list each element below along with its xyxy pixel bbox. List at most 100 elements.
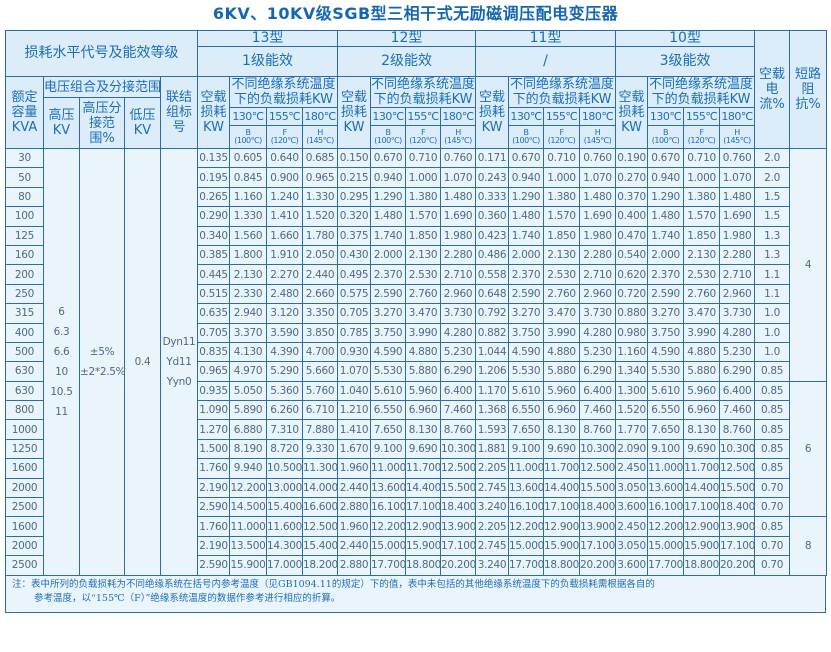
no-load-loss-cell: 0.792: [475, 303, 510, 324]
type-header: 12型: [337, 30, 477, 47]
load-loss-cell: 6.550: [370, 400, 407, 421]
rated-capacity-cell: 800: [5, 400, 44, 421]
class-reference-temp: (120℃): [547, 136, 576, 145]
no-load-current-cell: 0.85: [754, 516, 791, 537]
temperature-header: 155℃: [405, 107, 442, 126]
load-loss-cell: 2.530: [683, 264, 721, 285]
no-load-loss-cell: 0.470: [615, 225, 649, 246]
load-loss-cell: 2.370: [647, 264, 685, 285]
temperature-header: 130℃: [647, 107, 685, 126]
load-loss-cell: 5.230: [719, 341, 756, 363]
load-loss-cell: 1.740: [370, 225, 407, 246]
rated-capacity-cell: 2500: [5, 497, 44, 518]
no-load-loss-cell: 0.445: [197, 264, 230, 285]
load-loss-cell: 5.760: [301, 380, 339, 402]
load-loss-cell: 15.900: [543, 535, 581, 557]
no-load-loss-cell: 0.400: [615, 206, 649, 227]
table-row: 100 0.290 1.330 1.410 1.520 0.320 1.480 1.570 1.…: [5, 206, 827, 227]
no-load-loss-cell: 3.050: [615, 535, 649, 557]
load-loss-cell: 3.730: [579, 303, 617, 324]
no-load-loss-cell: 1.670: [337, 438, 372, 460]
load-loss-cell: 1.240: [266, 186, 303, 208]
load-loss-cell: 2.960: [440, 283, 477, 305]
no-load-loss-cell: 1.040: [337, 380, 372, 402]
rated-capacity-cell: 1250: [5, 438, 44, 460]
class-reference-temp: (100℃): [234, 136, 262, 145]
no-load-current-cell: 1.0: [754, 303, 791, 324]
table-row: 200 0.445 2.130 2.270 2.440 0.495 2.370 2.530 2.…: [5, 264, 827, 285]
load-loss-cell: 4.880: [543, 341, 581, 363]
load-loss-cell: 5.050: [229, 380, 267, 402]
load-loss-cell: 0.940: [508, 167, 545, 188]
load-loss-cell: 6.400: [719, 380, 756, 402]
insulation-class-header: H (145℃): [301, 125, 339, 149]
class-letter: B: [245, 128, 252, 137]
load-loss-cell: 17.100: [683, 497, 721, 518]
no-load-current-cell: 0.70: [754, 535, 791, 557]
load-loss-cell: 10.500: [266, 458, 303, 479]
load-loss-cell: 7.650: [370, 419, 407, 440]
load-loss-cell: 20.200: [719, 555, 756, 576]
load-loss-cell: 11.000: [229, 516, 267, 537]
load-loss-cell: 0.760: [719, 147, 756, 169]
table-row: 500 0.835 4.130 4.390 4.700 0.930 4.590 4.880 5.…: [5, 341, 827, 363]
no-load-loss-cell: 1.410: [337, 419, 372, 440]
no-load-loss-cell: 3.050: [615, 477, 649, 499]
no-load-loss-cell: 2.190: [197, 535, 230, 557]
load-loss-cell: 3.730: [440, 303, 477, 324]
load-loss-cell: 5.230: [579, 341, 617, 363]
load-loss-cell: 3.750: [370, 322, 407, 343]
no-load-loss-cell: 0.340: [197, 225, 230, 246]
load-loss-cell: 5.530: [508, 361, 545, 382]
load-loss-cell: 2.050: [301, 244, 339, 266]
load-loss-cell: 8.720: [266, 438, 303, 460]
load-loss-cell: 7.650: [647, 419, 685, 440]
no-load-loss-cell: 0.635: [197, 303, 230, 324]
class-letter: B: [663, 128, 669, 137]
load-loss-cell: 3.120: [266, 303, 303, 324]
load-loss-cell: 1.690: [719, 206, 756, 227]
efficiency-grade-header: 3级能效: [615, 46, 756, 77]
no-load-loss-header: 空载损耗KW: [615, 76, 649, 149]
table-row: 80 0.265 1.160 1.240 1.330 0.295 1.290 1.380 1.4…: [5, 186, 827, 208]
load-loss-cell: 3.470: [683, 303, 721, 324]
insulation-class-header: H (145℃): [579, 125, 617, 149]
rated-capacity-cell: 500: [5, 341, 44, 363]
no-load-loss-cell: 0.270: [615, 167, 649, 188]
no-load-current-cell: 2.0: [754, 167, 791, 188]
impedance-cell: 4: [789, 148, 828, 382]
no-load-loss-cell: 2.190: [197, 477, 230, 499]
load-loss-cell: 5.880: [683, 361, 721, 382]
no-load-loss-cell: 2.440: [337, 535, 372, 557]
no-load-loss-cell: 0.135: [197, 147, 230, 169]
load-loss-cell: 2.280: [579, 244, 617, 266]
no-load-loss-cell: 0.195: [197, 167, 230, 188]
hv-header: 高压KV: [43, 97, 80, 149]
load-loss-cell: 6.960: [543, 400, 581, 421]
load-loss-cell: 3.350: [301, 303, 339, 324]
load-loss-cell: 10.300: [579, 438, 617, 460]
load-loss-header: 不同绝缘系统温度下的负载损耗KW: [228, 76, 339, 108]
no-load-loss-header: 空载损耗KW: [337, 76, 372, 149]
load-loss-cell: 2.440: [301, 264, 339, 285]
rated-capacity-cell: 2500: [5, 555, 44, 576]
class-reference-temp: (120℃): [409, 136, 437, 145]
no-load-loss-header: 空载损耗KW: [197, 76, 230, 149]
load-loss-cell: 0.940: [647, 167, 685, 188]
no-load-loss-cell: 0.150: [337, 147, 372, 169]
impedance-cell: 6: [789, 380, 828, 518]
insulation-class-header: B (100℃): [370, 125, 407, 149]
rated-capacity-cell: 30: [5, 147, 44, 169]
no-load-loss-cell: 1.960: [337, 458, 372, 479]
load-loss-cell: 3.270: [647, 303, 685, 324]
load-loss-cell: 12.900: [543, 516, 581, 537]
load-loss-cell: 2.760: [543, 283, 581, 305]
connection-value: Dyn11: [162, 335, 196, 348]
loss-level-header: 损耗水平代号及能效等级: [5, 30, 198, 77]
load-loss-cell: 5.960: [543, 380, 581, 402]
load-loss-cell: 4.280: [719, 322, 756, 343]
page-title: 6KV、10KV级SGB型三相干式无励磁调压配电变压器: [212, 4, 619, 23]
insulation-class-header: H (145℃): [440, 125, 477, 149]
table-row: 400 0.705 3.370 3.590 3.850 0.785 3.750 3.990 4.…: [5, 322, 827, 343]
load-loss-cell: 1.980: [719, 225, 756, 246]
